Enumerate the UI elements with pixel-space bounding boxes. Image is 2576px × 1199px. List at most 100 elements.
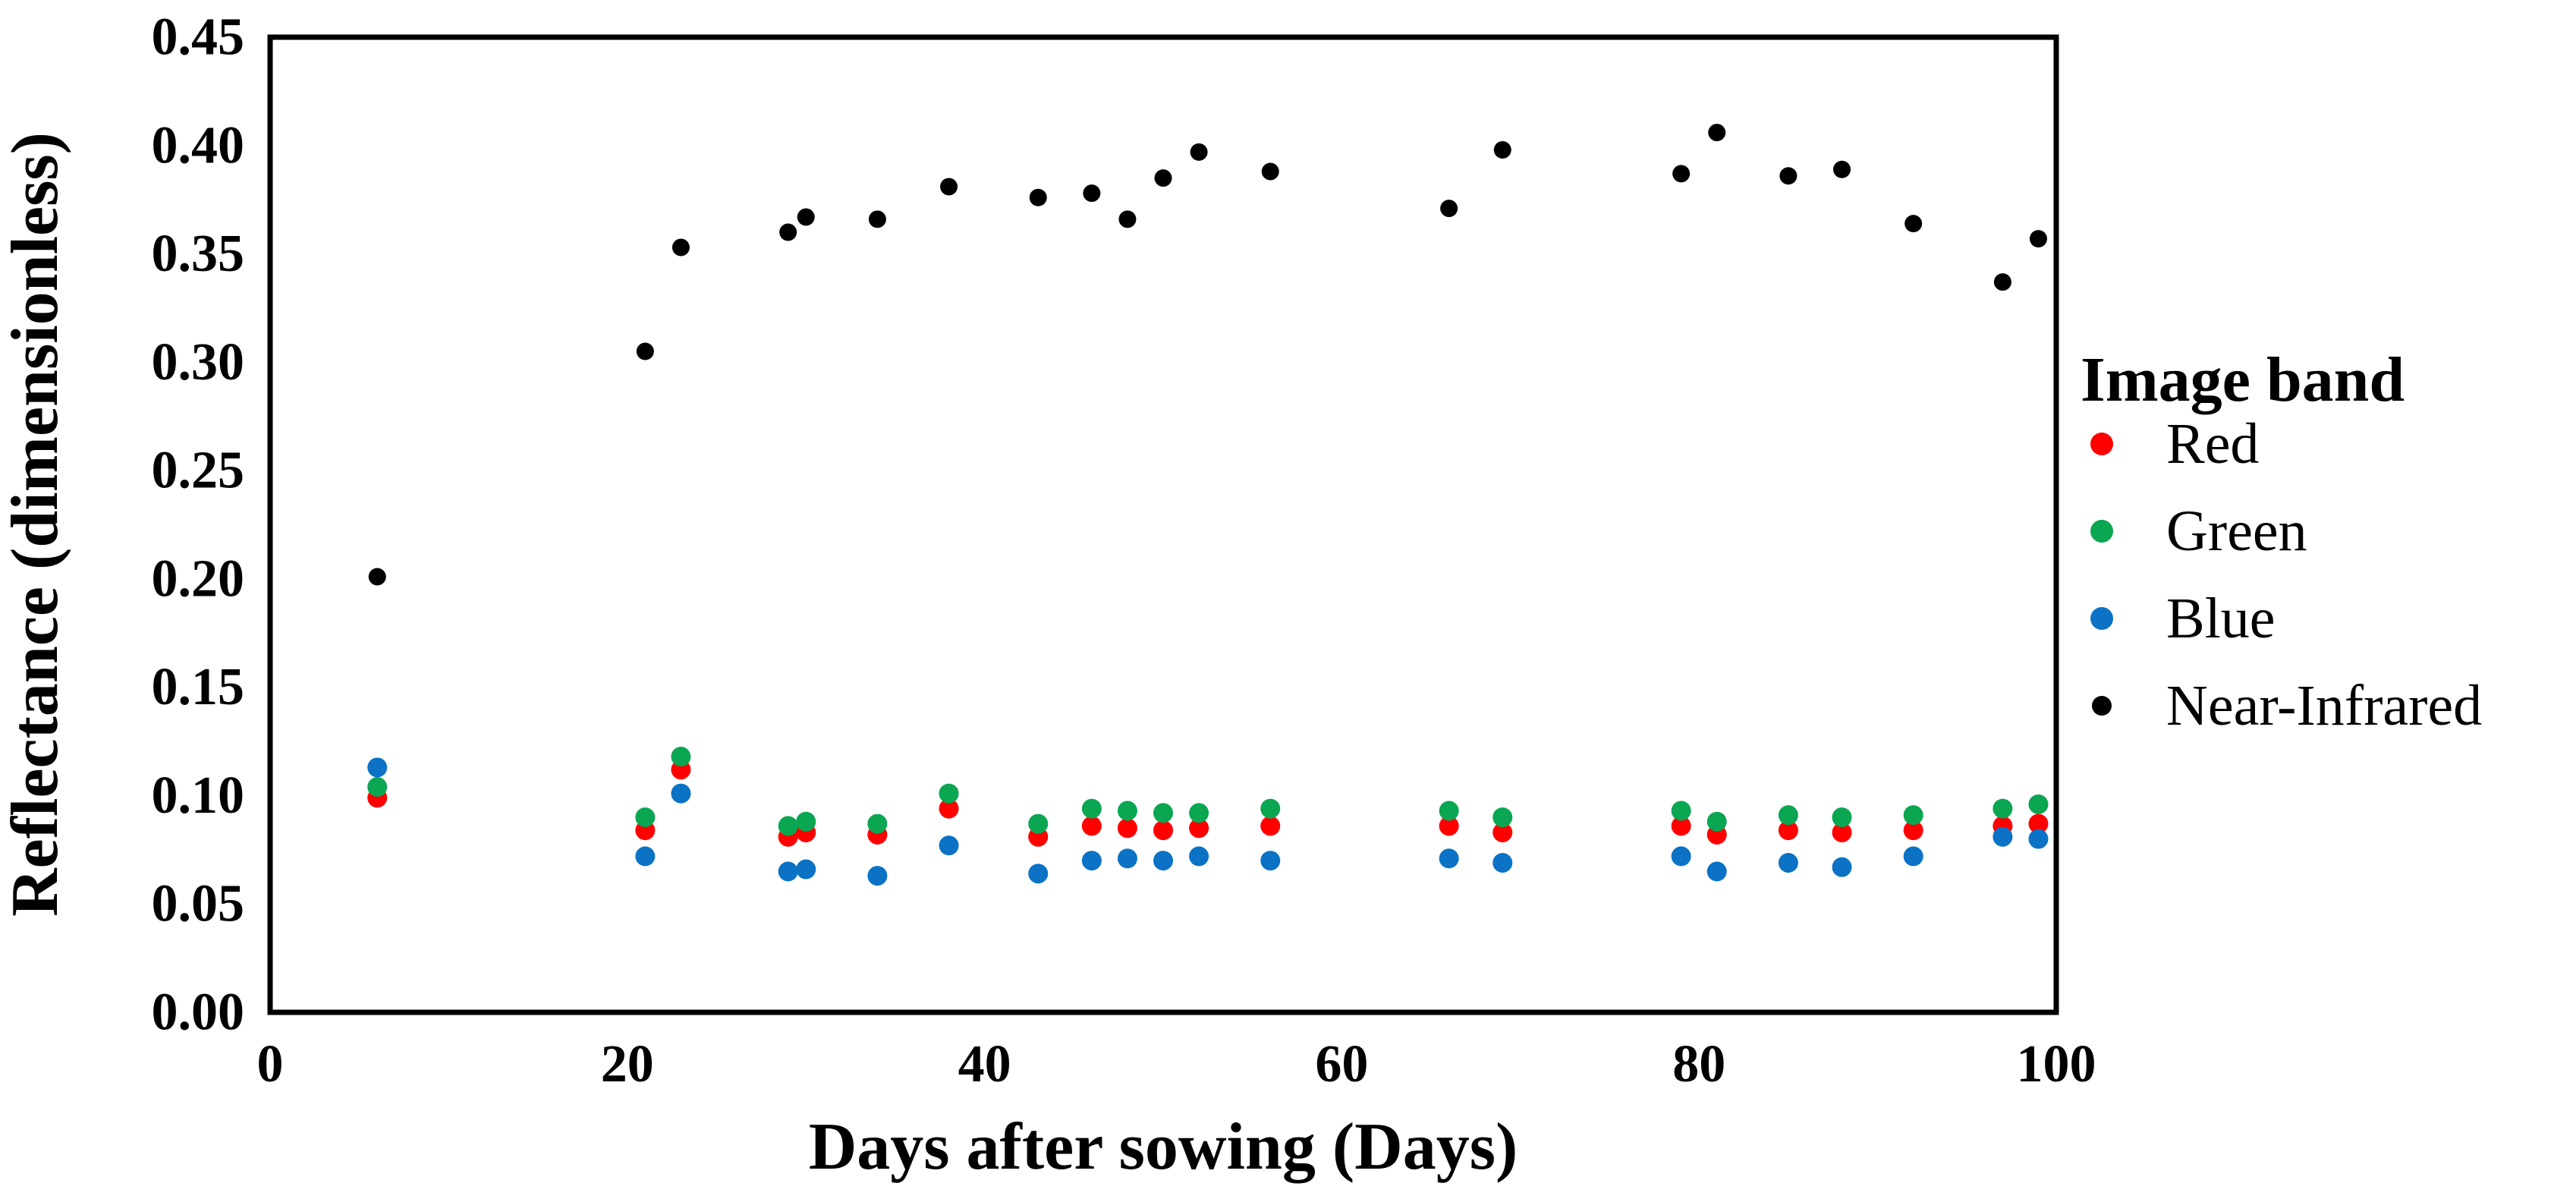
data-point-blue [1778, 852, 1798, 873]
data-point-red [1260, 816, 1281, 836]
data-point-green [1153, 803, 1173, 823]
data-point-blue [1153, 851, 1173, 871]
data-point-red [1081, 816, 1102, 836]
y-axis-tick-labels: 0.45 0.40 0.35 0.30 0.25 0.20 0.15 0.10 0.05 0.00 [152, 8, 245, 1042]
data-point-blue [1706, 861, 1727, 882]
data-point-green [635, 807, 656, 827]
x-tick-label: 40 [958, 1035, 1011, 1094]
data-point-green [1439, 801, 1459, 821]
data-point-red [1492, 822, 1513, 842]
data-point-near-infrared [672, 238, 690, 256]
data-point-blue [1189, 846, 1209, 867]
x-tick-label: 100 [2017, 1035, 2096, 1094]
y-tick-label: 0.35 [152, 225, 245, 283]
data-point-blue [1903, 846, 1923, 867]
data-point-green [1706, 811, 1727, 832]
data-point-green [367, 777, 388, 798]
data-point-green [671, 747, 691, 767]
data-point-blue [939, 836, 959, 856]
legend-marker-near-infrared-icon [2092, 696, 2112, 716]
x-tick-label: 60 [1315, 1035, 1368, 1094]
data-point-near-infrared [1261, 162, 1279, 181]
data-point-green [1993, 798, 2013, 819]
x-tick-label: 20 [601, 1035, 654, 1094]
y-tick-label: 0.05 [152, 875, 245, 933]
data-point-near-infrared [1708, 124, 1726, 142]
data-point-near-infrared [1154, 169, 1172, 187]
x-tick-label: 80 [1672, 1035, 1725, 1094]
y-tick-label: 0.15 [152, 658, 245, 716]
data-point-red [1832, 822, 1852, 842]
data-point-red [1671, 816, 1691, 836]
legend-marker-green-icon [2090, 520, 2113, 543]
data-point-blue [367, 757, 388, 778]
data-point-near-infrared [940, 178, 958, 196]
data-point-green [1778, 805, 1798, 826]
data-point-blue [635, 846, 656, 867]
data-point-blue [1028, 864, 1049, 884]
data-point-green [1832, 807, 1852, 827]
data-point-near-infrared [1779, 167, 1798, 185]
data-point-green [796, 811, 816, 832]
x-axis-title: Days after sowing (Days) [809, 1110, 1518, 1184]
data-point-green [1189, 803, 1209, 823]
data-point-green [1492, 807, 1513, 827]
data-point-red [2028, 813, 2049, 834]
data-point-near-infrared [636, 342, 654, 360]
data-point-green [2028, 794, 2049, 814]
data-point-red [1153, 820, 1173, 841]
x-tick-label: 0 [257, 1035, 284, 1094]
legend-label-blue: Blue [2166, 587, 2276, 650]
legend-label-green: Green [2166, 499, 2307, 563]
data-point-near-infrared [779, 223, 797, 241]
data-point-near-infrared [2029, 230, 2047, 248]
y-tick-label: 0.25 [152, 442, 245, 500]
data-point-blue [1832, 857, 1852, 877]
data-point-blue [1117, 848, 1137, 869]
data-point-near-infrared [1190, 143, 1208, 161]
data-point-green [1028, 813, 1049, 834]
legend-title: Image band [2081, 345, 2405, 415]
data-points-layer [367, 124, 2049, 886]
x-axis-tick-labels: 0 20 40 60 80 100 [257, 1035, 2096, 1094]
legend-marker-blue-icon [2090, 607, 2113, 630]
data-point-near-infrared [1440, 200, 1458, 218]
data-point-near-infrared [1833, 160, 1851, 178]
data-point-blue [1492, 852, 1513, 873]
data-point-blue [1439, 848, 1459, 869]
data-point-blue [1993, 826, 2013, 847]
data-point-green [939, 783, 959, 804]
legend-label-red: Red [2166, 412, 2259, 476]
data-point-near-infrared [368, 568, 386, 586]
data-point-near-infrared [1672, 165, 1691, 183]
data-point-red [1117, 818, 1137, 839]
data-point-green [1903, 805, 1923, 826]
data-point-blue [1671, 846, 1691, 867]
data-point-green [867, 813, 888, 834]
data-point-near-infrared [1904, 215, 1923, 233]
y-tick-label: 0.30 [152, 333, 245, 392]
data-point-blue [1081, 851, 1102, 871]
data-point-blue [867, 866, 888, 886]
data-point-blue [778, 861, 798, 882]
data-point-near-infrared [868, 210, 886, 228]
data-point-red [1778, 820, 1798, 841]
data-point-red [1903, 820, 1923, 841]
y-tick-label: 0.40 [152, 116, 245, 175]
data-point-green [1671, 801, 1691, 821]
data-point-near-infrared [1118, 210, 1137, 228]
plot-area-border [267, 34, 2059, 1015]
legend-marker-red-icon [2090, 433, 2113, 455]
legend-label-near-infrared: Near-Infrared [2166, 674, 2482, 738]
data-point-green [1117, 801, 1137, 821]
data-point-near-infrared [1083, 184, 1101, 203]
data-point-green [1081, 798, 1102, 819]
data-point-blue [796, 859, 816, 880]
y-tick-label: 0.20 [152, 549, 245, 608]
data-point-near-infrared [1993, 273, 2011, 291]
data-point-green [778, 816, 798, 836]
data-point-blue [2028, 829, 2049, 849]
data-point-near-infrared [1493, 140, 1511, 159]
